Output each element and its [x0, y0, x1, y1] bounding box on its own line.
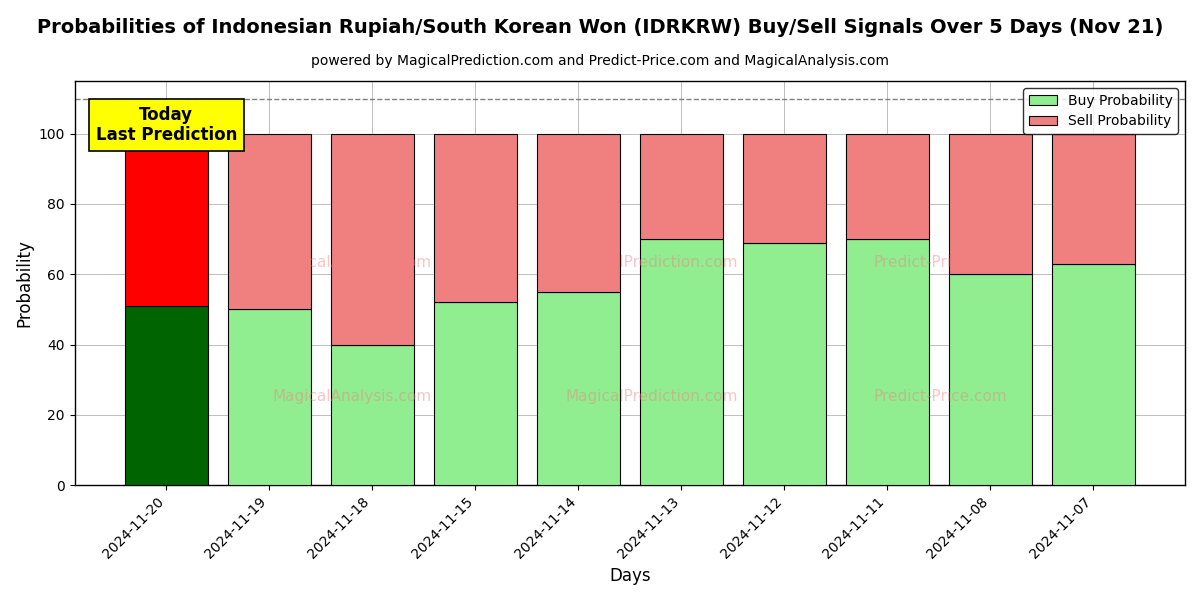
Bar	[331, 344, 414, 485]
Text: MagicalAnalysis.com: MagicalAnalysis.com	[272, 389, 432, 404]
Bar	[1052, 264, 1134, 485]
Y-axis label: Probability: Probability	[16, 239, 34, 327]
Bar	[538, 134, 619, 292]
Bar	[949, 274, 1032, 485]
Text: Today
Last Prediction: Today Last Prediction	[96, 106, 238, 145]
Text: Predict-Price.com: Predict-Price.com	[874, 389, 1008, 404]
Bar	[846, 239, 929, 485]
Bar	[640, 134, 722, 239]
Bar	[125, 306, 208, 485]
Bar	[743, 134, 826, 242]
Text: powered by MagicalPrediction.com and Predict-Price.com and MagicalAnalysis.com: powered by MagicalPrediction.com and Pre…	[311, 54, 889, 68]
Bar	[125, 134, 208, 306]
Legend: Buy Probability, Sell Probability: Buy Probability, Sell Probability	[1024, 88, 1178, 134]
Text: MagicalPrediction.com: MagicalPrediction.com	[565, 389, 738, 404]
Bar	[228, 310, 311, 485]
Text: MagicalAnalysis.com: MagicalAnalysis.com	[272, 256, 432, 271]
Bar	[846, 134, 929, 239]
X-axis label: Days: Days	[610, 567, 650, 585]
Bar	[228, 134, 311, 310]
Bar	[331, 134, 414, 344]
Bar	[640, 239, 722, 485]
Text: MagicalPrediction.com: MagicalPrediction.com	[565, 256, 738, 271]
Bar	[743, 242, 826, 485]
Bar	[434, 302, 516, 485]
Bar	[538, 292, 619, 485]
Bar	[1052, 134, 1134, 264]
Bar	[434, 134, 516, 302]
Text: Predict-Price.com: Predict-Price.com	[874, 256, 1008, 271]
Bar	[949, 134, 1032, 274]
Text: Probabilities of Indonesian Rupiah/South Korean Won (IDRKRW) Buy/Sell Signals Ov: Probabilities of Indonesian Rupiah/South…	[37, 18, 1163, 37]
